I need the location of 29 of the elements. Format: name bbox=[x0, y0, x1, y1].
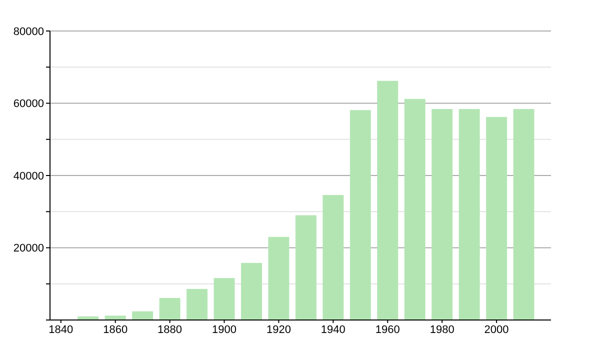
x-tick-label: 1880 bbox=[158, 324, 182, 336]
y-tick-label: 80000 bbox=[13, 26, 44, 38]
bar bbox=[241, 262, 262, 320]
bar bbox=[159, 298, 180, 320]
x-tick-label: 1920 bbox=[266, 324, 291, 336]
bar bbox=[404, 98, 426, 320]
bar bbox=[458, 109, 480, 320]
x-tick-label: 2000 bbox=[484, 324, 509, 336]
bar bbox=[322, 195, 344, 320]
y-tick-label: 40000 bbox=[13, 170, 44, 182]
bar bbox=[132, 311, 154, 320]
bar bbox=[432, 109, 453, 320]
bar bbox=[186, 288, 208, 320]
bar bbox=[486, 116, 508, 320]
bar bbox=[295, 215, 316, 320]
y-tick-label: 20000 bbox=[13, 242, 44, 255]
bar bbox=[104, 316, 126, 320]
x-tick-label: 1940 bbox=[320, 324, 346, 336]
bar bbox=[513, 109, 534, 320]
x-tick-label: 1960 bbox=[375, 324, 400, 336]
x-tick-label: 1840 bbox=[48, 324, 74, 336]
bar bbox=[214, 278, 235, 320]
bar bbox=[268, 236, 290, 320]
x-tick-label: 1900 bbox=[212, 324, 237, 336]
y-tick-label: 60000 bbox=[13, 98, 44, 110]
bar bbox=[350, 110, 371, 320]
bar bbox=[377, 80, 398, 320]
x-tick-label: 1980 bbox=[430, 324, 454, 336]
x-tick-label: 1860 bbox=[103, 324, 128, 336]
